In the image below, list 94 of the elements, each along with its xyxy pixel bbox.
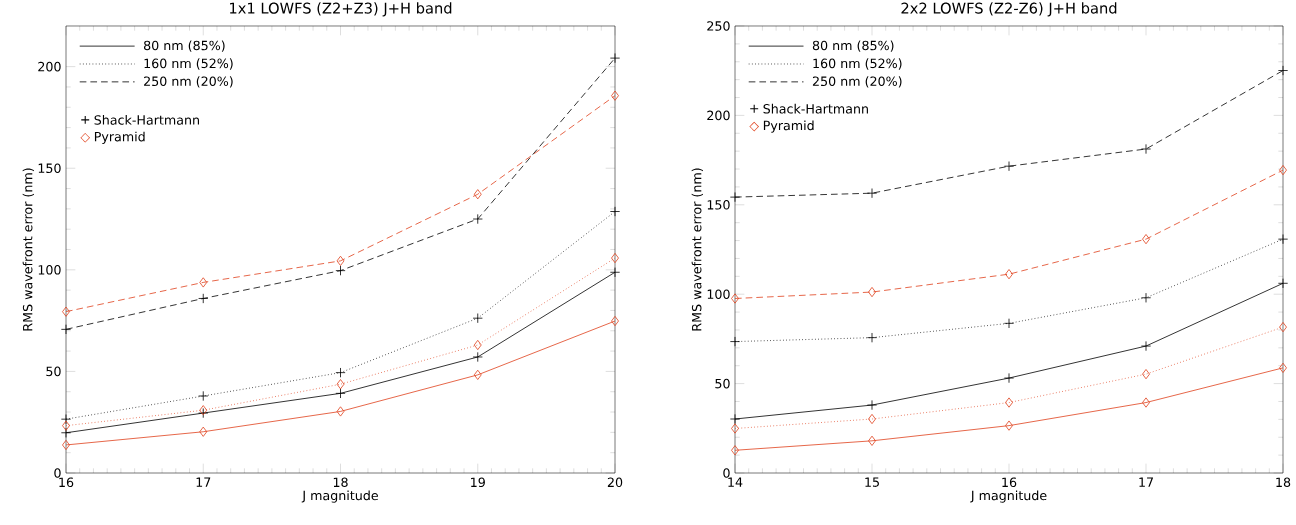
x-tick-label: 15 [865, 477, 879, 487]
point [199, 277, 208, 288]
annotation: ◇ [80, 132, 91, 143]
y-axis-title: RMS wavefront error (nm) [691, 168, 703, 331]
point [1140, 143, 1152, 155]
annotation: 250 nm (20%) [144, 76, 233, 88]
annotation: + [81, 115, 90, 124]
point [473, 339, 482, 351]
x-tick-label: 16 [59, 477, 74, 488]
annotation: 160 nm (52%) [144, 58, 233, 70]
point [62, 420, 70, 431]
y-tick-label: 100 [38, 265, 61, 275]
point [472, 213, 483, 225]
annotation: 80 nm (85%) [812, 40, 894, 52]
point [609, 267, 621, 278]
point [729, 336, 741, 347]
point [1142, 369, 1150, 380]
point [611, 90, 619, 101]
point [1003, 161, 1015, 172]
chart-title: 2x2 LOWFS (Z2-Z6) J+H band [901, 2, 1117, 17]
x-tick-label: 20 [607, 477, 623, 488]
point [336, 255, 345, 266]
y-tick-label: 150 [38, 163, 61, 174]
point [1005, 420, 1013, 431]
point [1005, 269, 1013, 280]
point [335, 367, 346, 378]
annotation: Pyramid [94, 131, 145, 144]
point [1277, 278, 1289, 289]
point [729, 192, 741, 203]
annotation: ◇ [749, 121, 760, 132]
point [60, 324, 72, 335]
x-tick-label: 18 [1276, 477, 1291, 488]
point [731, 293, 739, 304]
point [731, 423, 739, 434]
point [866, 188, 878, 199]
annotation: Pyramid [763, 120, 814, 133]
annotation: 250 nm (20%) [812, 76, 902, 88]
y-tick-label: 50 [715, 378, 730, 389]
point [335, 388, 346, 399]
point [609, 206, 621, 217]
point [335, 265, 346, 276]
point [1003, 318, 1015, 329]
point [1279, 322, 1287, 333]
point [336, 406, 345, 417]
x-axis-title: J magnitude [970, 490, 1047, 503]
y-tick-label: 150 [707, 200, 730, 210]
x-tick-label: 17 [1139, 477, 1153, 487]
y-tick-label: 100 [707, 289, 730, 299]
point [1140, 340, 1152, 352]
x-tick-label: 18 [333, 477, 348, 488]
y-tick-label: 0 [723, 468, 730, 478]
point [731, 445, 739, 456]
point [62, 306, 70, 317]
y-tick-label: 0 [54, 468, 61, 478]
point [1279, 362, 1287, 373]
x-tick-label: 14 [728, 477, 743, 487]
x-tick-label: 16 [1002, 477, 1017, 488]
annotation: 80 nm (85%) [143, 40, 225, 52]
x-tick-label: 19 [471, 477, 485, 488]
annotation: Shack-Hartmann [94, 114, 199, 125]
point [866, 399, 878, 411]
point [1142, 397, 1150, 408]
point [60, 414, 72, 425]
point [1003, 372, 1015, 384]
point [1277, 234, 1289, 245]
point [198, 293, 209, 304]
point [729, 413, 741, 425]
point [866, 332, 878, 343]
point [1005, 397, 1013, 408]
point [336, 379, 345, 390]
point [1279, 165, 1287, 176]
y-tick-label: 200 [707, 110, 730, 121]
point [199, 426, 208, 437]
annotation: Shack-Hartmann [763, 103, 868, 114]
annotation: + [750, 104, 759, 113]
point [1140, 292, 1152, 303]
annotation: 160 nm (52%) [813, 58, 902, 70]
y-tick-label: 50 [46, 366, 61, 377]
y-axis-title: RMS wavefront error (nm) [22, 168, 34, 331]
chart-title: 1x1 LOWFS (Z2+Z3) J+H band [230, 2, 452, 17]
point [472, 351, 483, 363]
y-tick-label: 200 [38, 61, 61, 72]
point [60, 427, 72, 438]
point [473, 189, 482, 200]
y-tick-label: 250 [707, 21, 730, 31]
point [1142, 234, 1150, 245]
x-tick-label: 17 [196, 477, 211, 487]
point [868, 435, 876, 446]
point [198, 390, 209, 402]
x-axis-title: J magnitude [301, 490, 378, 503]
point [473, 369, 482, 380]
point [609, 53, 621, 64]
point [472, 313, 483, 324]
point [1277, 65, 1289, 76]
